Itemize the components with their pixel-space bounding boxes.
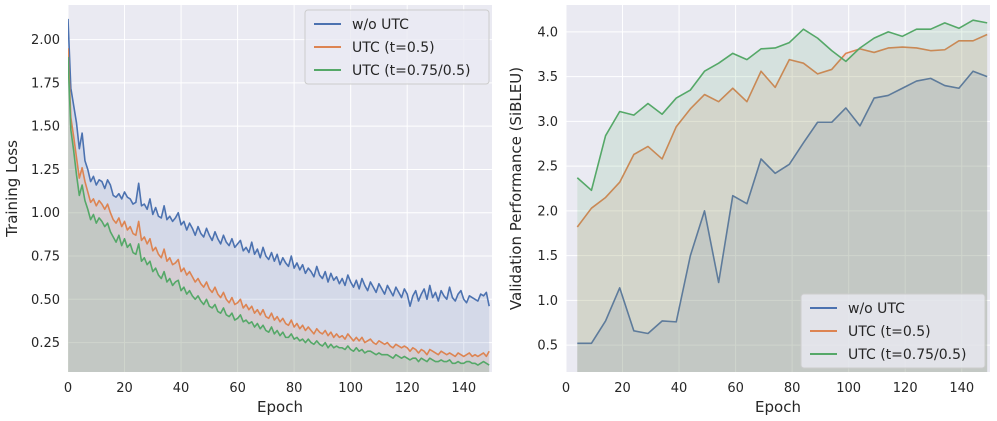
x-tick-label: 120 [395, 381, 420, 396]
y-tick-label: 4.0 [537, 25, 558, 40]
y-axis-label: Validation Performance (SiBLEU) [507, 67, 525, 310]
legend-label: UTC (t=0.5) [848, 324, 931, 340]
y-tick-label: 0.75 [31, 250, 60, 265]
legend-box [304, 9, 490, 85]
y-tick-label: 1.5 [537, 249, 558, 264]
legend-label: UTC (t=0.5) [352, 40, 435, 56]
series-fill-2 [577, 34, 988, 372]
y-axis-label: Training Loss [3, 140, 21, 238]
y-tick-label: 0.50 [31, 293, 60, 308]
series-line-3 [68, 56, 490, 366]
x-axis-label: Epoch [755, 398, 801, 416]
x-tick-label: 20 [614, 381, 631, 396]
x-tick-label: 100 [338, 381, 363, 396]
y-tick-label: 1.50 [31, 120, 60, 135]
series-line-1 [68, 18, 490, 308]
y-tick-label: 2.5 [537, 160, 558, 175]
series-line-3 [576, 19, 988, 192]
legend: w/o UTC UTC (t=0.5) UTC (t=0.75/0.5) [800, 293, 986, 369]
y-tick-label: 0.25 [31, 336, 60, 351]
x-tick-label: 40 [173, 381, 190, 396]
x-tick-label: 100 [836, 381, 861, 396]
y-tick-label: 2.00 [31, 33, 60, 48]
legend-label: w/o UTC [352, 17, 409, 33]
series-fill-3 [577, 20, 988, 372]
legend-label: UTC (t=0.75/0.5) [352, 63, 471, 79]
y-tick-label: 1.25 [31, 163, 60, 178]
series-line-1 [577, 70, 988, 345]
x-tick-label: 40 [671, 381, 688, 396]
series-line-2 [68, 48, 490, 358]
series-fill-3 [68, 56, 490, 372]
y-tick-label: 2.0 [537, 204, 558, 219]
x-tick-label: 120 [893, 381, 918, 396]
x-tick-label: 140 [451, 381, 476, 396]
series-group [68, 18, 490, 372]
x-tick-label: 80 [784, 381, 801, 396]
x-tick-label: 20 [116, 381, 133, 396]
series-group [576, 19, 988, 372]
x-tick-label: 140 [949, 381, 974, 396]
series-line-2 [576, 33, 988, 228]
y-tick-label: 0.5 [537, 339, 558, 354]
x-tick-label: 60 [727, 381, 744, 396]
chart-panel-1: 0 20 40 60 80 100 120 140 0.25 0.50 0.75 1.00 1.25 1.… [3, 5, 492, 416]
y-tick-label: 3.0 [537, 115, 558, 130]
x-tick-label: 60 [229, 381, 246, 396]
chart-panel-2: 0 20 40 60 80 100 120 140 0.5 1.0 1.5 2.0 2.5 3.0 3.5 4… [507, 5, 990, 416]
x-tick-label: 80 [286, 381, 303, 396]
series-fill-2 [68, 48, 490, 372]
x-tick-label: 0 [562, 381, 570, 396]
x-tick-label: 0 [64, 381, 72, 396]
y-tick-label: 3.5 [537, 70, 558, 85]
legend-label: w/o UTC [848, 301, 905, 317]
legend: w/o UTC UTC (t=0.5) UTC (t=0.75/0.5) [304, 9, 490, 85]
legend-label: UTC (t=0.75/0.5) [848, 347, 967, 363]
y-tick-label: 1.75 [31, 76, 60, 91]
legend-box [800, 293, 986, 369]
y-tick-label: 1.00 [31, 206, 60, 221]
x-axis-label: Epoch [257, 398, 303, 416]
y-tick-label: 1.0 [537, 294, 558, 309]
